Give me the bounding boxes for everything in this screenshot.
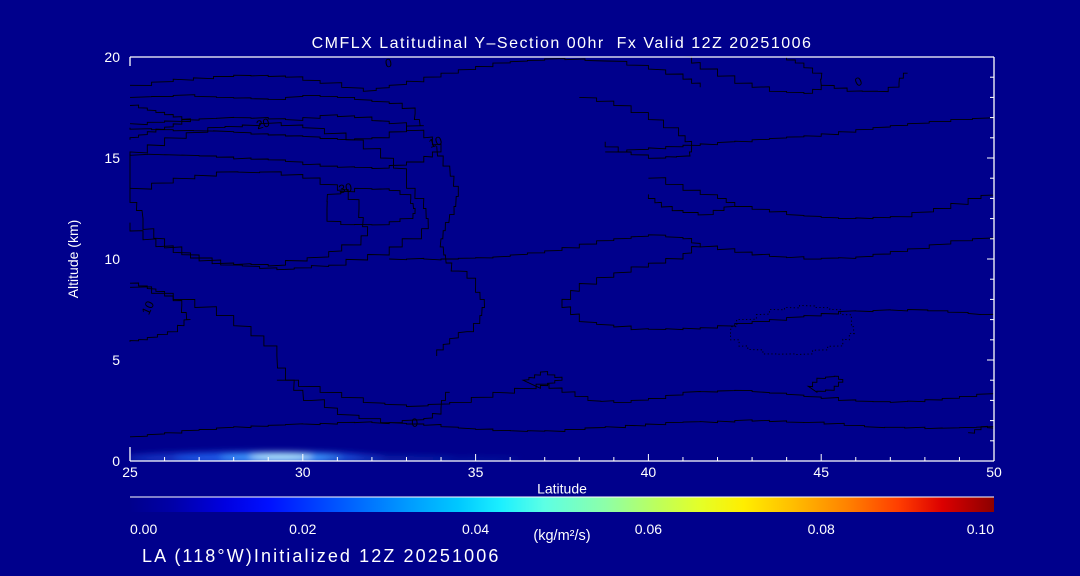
svg-text:0.04: 0.04 bbox=[462, 521, 489, 537]
svg-text:0.02: 0.02 bbox=[289, 521, 316, 537]
svg-text:Latitude: Latitude bbox=[537, 481, 587, 497]
svg-text:50: 50 bbox=[986, 464, 1002, 480]
svg-text:0.08: 0.08 bbox=[808, 521, 835, 537]
svg-text:25: 25 bbox=[122, 464, 138, 480]
svg-text:0.06: 0.06 bbox=[635, 521, 662, 537]
svg-text:0.10: 0.10 bbox=[967, 521, 994, 537]
svg-text:45: 45 bbox=[813, 464, 829, 480]
svg-text:30: 30 bbox=[338, 180, 354, 196]
svg-text:5: 5 bbox=[112, 352, 120, 368]
svg-text:15: 15 bbox=[104, 150, 120, 166]
svg-text:(kg/m²/s): (kg/m²/s) bbox=[533, 528, 590, 544]
svg-text:20: 20 bbox=[104, 49, 120, 65]
svg-text:CMFLX Latitudinal Y–Section 00: CMFLX Latitudinal Y–Section 00hr Fx Vali… bbox=[312, 35, 813, 52]
svg-text:10: 10 bbox=[104, 251, 120, 267]
svg-text:LA (118°W)Initialized 12Z 2025: LA (118°W)Initialized 12Z 20251006 bbox=[142, 546, 500, 566]
svg-text:Altitude (km): Altitude (km) bbox=[65, 220, 81, 299]
svg-text:0: 0 bbox=[112, 453, 120, 469]
svg-text:40: 40 bbox=[641, 464, 657, 480]
svg-text:30: 30 bbox=[295, 464, 311, 480]
svg-text:35: 35 bbox=[468, 464, 484, 480]
svg-text:0.00: 0.00 bbox=[130, 521, 157, 537]
